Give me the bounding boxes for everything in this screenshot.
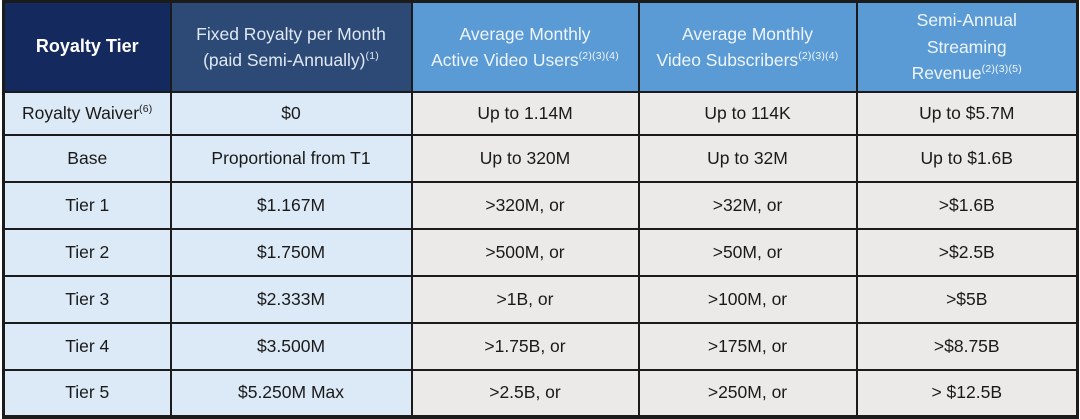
video-subscribers-cell: Up to 114K (637, 90, 858, 136)
header-line: Semi-Annual (862, 7, 1073, 33)
header-line: Revenue(2)(3)(5) (862, 60, 1073, 86)
header-footnote: (2)(3)(4) (798, 49, 839, 62)
video-subscribers-cell: >50M, or (637, 227, 858, 277)
header-video-subscribers: Average Monthly Video Subscribers(2)(3)(… (637, 0, 858, 93)
active-video-users-cell: >2.5B, or (410, 368, 640, 418)
tier-name: Tier 3 (65, 288, 110, 309)
header-line: Video Subscribers(2)(3)(4) (644, 47, 852, 73)
tier-name-cell: Tier 5 (2, 368, 172, 418)
header-streaming-revenue: Semi-Annual Streaming Revenue(2)(3)(5) (855, 0, 1079, 93)
table-body: Royalty Waiver(6) $0 Up to 1.14M Up to 1… (2, 90, 1079, 418)
active-video-users-cell: >1B, or (410, 274, 640, 324)
tier-name-cell: Base (2, 133, 172, 183)
header-text: Fixed Royalty per Month (196, 23, 386, 44)
fixed-royalty-cell: $1.750M (169, 227, 413, 277)
header-text: Average Monthly (459, 23, 591, 44)
streaming-revenue-cell: > $12.5B (855, 368, 1079, 418)
video-subscribers-cell: >175M, or (637, 321, 858, 371)
header-royalty-tier: Royalty Tier (2, 0, 172, 93)
tier-name: Base (67, 147, 108, 168)
header-line: (paid Semi-Annually)(1) (176, 47, 407, 73)
video-subscribers-cell: >100M, or (637, 274, 858, 324)
streaming-revenue-cell: >$5B (855, 274, 1079, 324)
header-text: Video Subscribers (656, 49, 799, 70)
header-text: (paid Semi-Annually) (203, 49, 366, 70)
tier-name: Royalty Waiver (22, 102, 140, 123)
header-text: Semi-Annual (916, 10, 1017, 31)
header-footnote: (2)(3)(4) (578, 49, 619, 62)
header-line: Active Video Users(2)(3)(4) (417, 47, 634, 73)
fixed-royalty-cell: $0 (169, 90, 413, 136)
active-video-users-cell: >500M, or (410, 227, 640, 277)
header-row: Royalty Tier Fixed Royalty per Month (pa… (2, 0, 1079, 93)
active-video-users-cell: >1.75B, or (410, 321, 640, 371)
header-fixed-royalty: Fixed Royalty per Month (paid Semi-Annua… (169, 0, 413, 93)
tier-name-cell: Tier 4 (2, 321, 172, 371)
tier-name: Tier 1 (65, 194, 110, 215)
video-subscribers-cell: >250M, or (637, 368, 858, 418)
fixed-royalty-cell: Proportional from T1 (169, 133, 413, 183)
fixed-royalty-cell: $1.167M (169, 180, 413, 230)
fixed-royalty-cell: $3.500M (169, 321, 413, 371)
tier-name: Tier 5 (65, 382, 110, 402)
tier-footnote: (6) (139, 102, 153, 115)
tier-name-cell: Tier 3 (2, 274, 172, 324)
tier-name-cell: Royalty Waiver(6) (2, 90, 172, 136)
header-text: Active Video Users (431, 49, 579, 70)
table-row: Tier 4 $3.500M >1.75B, or >175M, or >$8.… (2, 321, 1079, 371)
tier-name: Tier 4 (65, 335, 110, 356)
header-line: Average Monthly (417, 21, 634, 47)
table-row: Tier 1 $1.167M >320M, or >32M, or >$1.6B (2, 180, 1079, 230)
streaming-revenue-cell: >$8.75B (855, 321, 1079, 371)
header-line: Average Monthly (644, 21, 852, 47)
header-footnote: (1) (365, 49, 379, 62)
header-text: Streaming (926, 36, 1007, 57)
streaming-revenue-cell: Up to $1.6B (855, 133, 1079, 183)
header-text: Average Monthly (681, 23, 813, 44)
table-row: Tier 5 $5.250M Max >2.5B, or >250M, or >… (2, 368, 1079, 418)
table-row: Tier 2 $1.750M >500M, or >50M, or >$2.5B (2, 227, 1079, 277)
video-subscribers-cell: Up to 32M (637, 133, 858, 183)
active-video-users-cell: Up to 1.14M (410, 90, 640, 136)
header-line: Royalty Tier (9, 33, 166, 60)
tier-name-cell: Tier 1 (2, 180, 172, 230)
video-subscribers-cell: >32M, or (637, 180, 858, 230)
active-video-users-cell: >320M, or (410, 180, 640, 230)
tier-name: Tier 2 (65, 241, 110, 262)
table-row: Base Proportional from T1 Up to 320M Up … (2, 133, 1079, 183)
fixed-royalty-cell: $2.333M (169, 274, 413, 324)
header-active-video-users: Average Monthly Active Video Users(2)(3)… (410, 0, 640, 93)
fixed-royalty-cell: $5.250M Max (169, 368, 413, 418)
header-line: Streaming (862, 34, 1073, 60)
header-text: Royalty Tier (35, 36, 139, 57)
streaming-revenue-cell: >$2.5B (855, 227, 1079, 277)
table-row: Tier 3 $2.333M >1B, or >100M, or >$5B (2, 274, 1079, 324)
tier-name-cell: Tier 2 (2, 227, 172, 277)
streaming-revenue-cell: >$1.6B (855, 180, 1079, 230)
table-row: Royalty Waiver(6) $0 Up to 1.14M Up to 1… (2, 90, 1079, 136)
streaming-revenue-cell: Up to $5.7M (855, 90, 1079, 136)
header-text: Revenue (911, 62, 982, 83)
active-video-users-cell: Up to 320M (410, 133, 640, 183)
header-footnote: (2)(3)(5) (981, 63, 1022, 76)
header-line: Fixed Royalty per Month (176, 21, 407, 47)
